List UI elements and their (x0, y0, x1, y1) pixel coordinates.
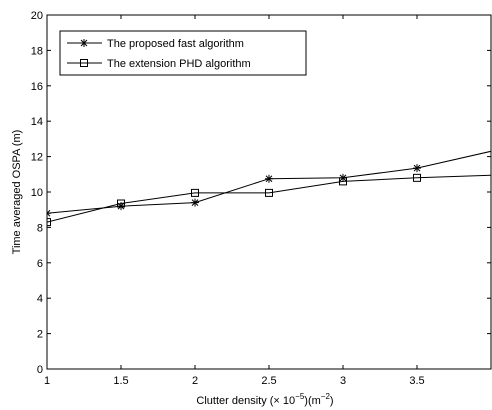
star-marker-stroke (47, 212, 51, 217)
y-tick-label: 2 (37, 329, 43, 341)
x-tick-label: 3 (340, 375, 346, 387)
data-point-star (265, 174, 273, 183)
star-marker-stroke (80, 39, 88, 47)
star-marker-stroke (265, 175, 273, 183)
plot-area: 0 2 4 6 8 10 12 14 16 18 20 1 1.5 2 2.5 3 3.5 The propose… (31, 10, 492, 387)
legend-label: The proposed fast algorithm (107, 38, 244, 50)
legend-item: The extension PHD algorithm (67, 58, 251, 70)
x-axis-title-close: ) (330, 395, 334, 407)
y-tick-label: 16 (31, 81, 43, 93)
y-tick-label: 20 (31, 10, 43, 22)
series-2 (47, 173, 491, 227)
series-1 (47, 150, 491, 218)
x-tick-label: 1 (44, 375, 50, 387)
data-point-square (47, 218, 51, 227)
legend: The proposed fast algorithm The extension… (59, 30, 307, 76)
data-point-square (117, 199, 125, 208)
square-marker (413, 173, 421, 182)
star-marker-stroke (117, 202, 125, 210)
data-point-square (265, 188, 273, 197)
y-tick-label: 14 (31, 116, 43, 128)
square-marker (339, 177, 347, 186)
square-marker (191, 188, 199, 197)
legend-label: The extension PHD algorithm (107, 58, 251, 70)
data-point-star (191, 198, 199, 207)
x-tick-label: 3.5 (409, 375, 424, 387)
series-line (47, 174, 491, 223)
legend-box (59, 30, 307, 76)
y-tick-label: 10 (31, 187, 43, 199)
square-marker (80, 59, 88, 67)
x-tick-label: 2.5 (261, 375, 276, 387)
square-marker (117, 199, 125, 208)
y-tick-label: 8 (37, 222, 43, 234)
data-point-star (47, 209, 51, 218)
star-marker-stroke (413, 164, 421, 172)
data-point-square (413, 173, 421, 182)
legend-item: The proposed fast algorithm (67, 38, 244, 50)
data-point-square (191, 188, 199, 197)
y-tick-label: 0 (37, 364, 43, 376)
square-marker (47, 218, 51, 227)
x-axis-title-unit-exp: −2 (321, 392, 331, 401)
x-axis-title-main: Clutter density (× 10 (196, 395, 295, 407)
y-tick-label: 4 (37, 293, 43, 305)
y-tick-label: 12 (31, 152, 43, 164)
x-tick-label: 1.5 (113, 375, 128, 387)
x-axis-title-exp: −5 (295, 392, 305, 401)
y-tick-label: 18 (31, 45, 43, 57)
x-axis-title: Clutter density (× 10−5)(m−2) (196, 392, 333, 407)
square-marker (265, 188, 273, 197)
x-tick-label: 2 (192, 375, 198, 387)
x-axis-title-unit: )(m (304, 395, 321, 407)
data-point-square (339, 177, 347, 186)
star-marker-stroke (47, 209, 51, 214)
y-tick-label: 6 (37, 258, 43, 270)
data-point-star (413, 164, 421, 173)
star-marker-stroke (191, 199, 199, 206)
y-axis-title: Time averaged OSPA (m) (11, 130, 23, 255)
